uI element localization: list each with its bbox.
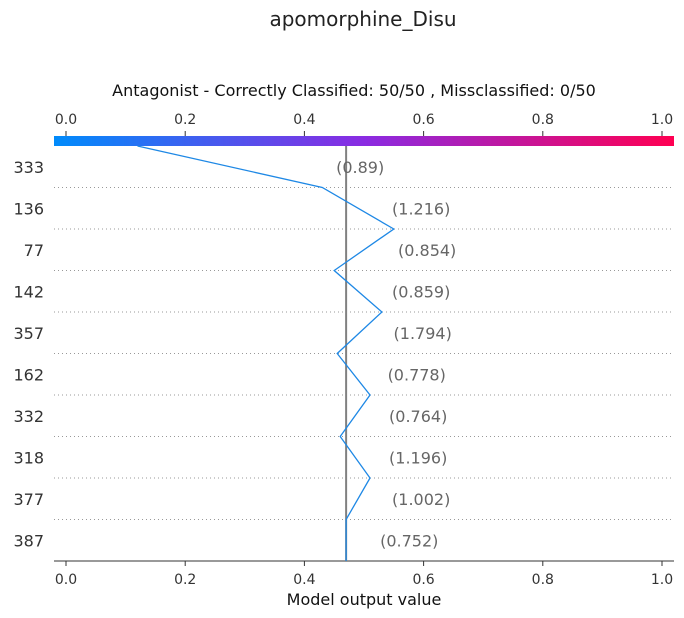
feature-value-label: (0.89) [336,158,384,177]
feature-value-labels: (0.89) (1.216) (0.854) (0.859) (1.794) (0.778… [336,158,456,551]
feature-value-label: (0.764) [389,407,447,426]
top-tick-label: 0.8 [532,112,554,128]
feature-label: 333 [13,158,44,177]
feature-value-label: (1.002) [392,490,450,509]
colorbar [54,136,674,146]
x-tick-label: 0.2 [174,572,196,588]
feature-value-label: (1.216) [392,199,450,218]
chart-subtitle: Antagonist - Correctly Classified: 50/50… [112,81,596,100]
feature-label: 357 [13,324,44,343]
top-tick-label: 0.6 [412,112,434,128]
row-gridlines [54,187,674,520]
x-tick-label: 0.0 [55,572,77,588]
chart-title: apomorphine_Disu [269,7,456,31]
feature-value-label: (1.794) [394,324,452,343]
top-tick-label: 1.0 [651,112,673,128]
feature-label: 77 [24,241,44,260]
feature-label: 142 [13,282,44,301]
feature-value-label: (0.854) [398,241,456,260]
decision-path-line [137,145,396,561]
feature-value-label: (0.752) [380,531,438,550]
feature-value-label: (0.778) [388,365,446,384]
top-tick-label: 0.2 [174,112,196,128]
feature-value-label: (0.859) [392,282,450,301]
x-tick-label: 0.4 [293,572,315,588]
x-axis-label: Model output value [287,590,442,609]
feature-label: 377 [13,490,44,509]
top-tick-label: 0.0 [55,112,77,128]
x-tick-label: 1.0 [651,572,673,588]
feature-label: 136 [13,199,44,218]
top-tick-labels: 0.0 0.2 0.4 0.6 0.8 1.0 [55,112,673,136]
x-tick-label: 0.6 [412,572,434,588]
top-tick-label: 0.4 [293,112,315,128]
feature-label: 387 [13,531,44,550]
feature-label: 318 [13,448,44,467]
feature-label: 332 [13,407,44,426]
feature-value-label: (1.196) [389,448,447,467]
bottom-axis: 0.0 0.2 0.4 0.6 0.8 1.0 [54,560,674,588]
feature-labels: 333 136 77 142 357 162 332 318 377 387 [13,158,44,551]
x-tick-label: 0.8 [532,572,554,588]
feature-label: 162 [13,365,44,384]
